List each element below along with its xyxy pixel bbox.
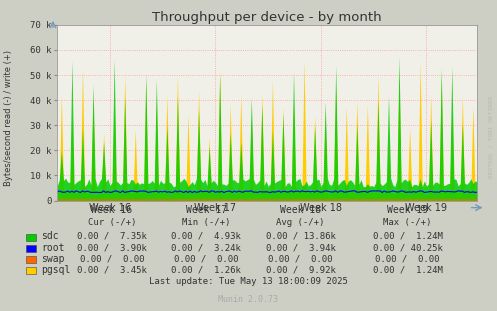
Text: 0.00 /  0.00: 0.00 / 0.00 [375, 254, 440, 263]
Text: 0.00 /  3.24k: 0.00 / 3.24k [171, 243, 241, 252]
Text: 0.00 /  1.24M: 0.00 / 1.24M [373, 232, 442, 241]
Text: 0.00 / 13.86k: 0.00 / 13.86k [266, 232, 335, 241]
Text: 0.00 /  0.00: 0.00 / 0.00 [80, 254, 144, 263]
Title: Throughput per device - by month: Throughput per device - by month [152, 11, 382, 24]
Text: Munin 2.0.73: Munin 2.0.73 [219, 295, 278, 304]
Text: Cur (-/+): Cur (-/+) [87, 218, 136, 227]
Text: 0.00 /  1.26k: 0.00 / 1.26k [171, 266, 241, 274]
Text: 0.00 /  4.93k: 0.00 / 4.93k [171, 232, 241, 241]
Text: 0.00 /  0.00: 0.00 / 0.00 [268, 254, 333, 263]
Text: 0.00 /  0.00: 0.00 / 0.00 [174, 254, 239, 263]
Text: Week 17: Week 17 [186, 205, 227, 215]
Text: RRDTOOL / TOBI OETIKER: RRDTOOL / TOBI OETIKER [489, 95, 494, 178]
Text: root: root [41, 243, 64, 253]
Text: Bytes/second read (-) / write (+): Bytes/second read (-) / write (+) [4, 50, 13, 186]
Text: pgsql: pgsql [41, 265, 70, 275]
Text: Min (-/+): Min (-/+) [182, 218, 231, 227]
Text: 0.00 /  3.45k: 0.00 / 3.45k [77, 266, 147, 274]
Text: Last update: Tue May 13 18:00:09 2025: Last update: Tue May 13 18:00:09 2025 [149, 276, 348, 285]
Text: 0.00 /  1.24M: 0.00 / 1.24M [373, 266, 442, 274]
Text: 0.00 /  7.35k: 0.00 / 7.35k [77, 232, 147, 241]
Text: Week 16: Week 16 [91, 205, 132, 215]
Text: 0.00 / 40.25k: 0.00 / 40.25k [373, 243, 442, 252]
Text: 0.00 /  3.90k: 0.00 / 3.90k [77, 243, 147, 252]
Text: Week 19: Week 19 [387, 205, 428, 215]
Text: Week 18: Week 18 [280, 205, 321, 215]
Text: Max (-/+): Max (-/+) [383, 218, 432, 227]
Text: sdc: sdc [41, 231, 58, 241]
Text: 0.00 /  9.92k: 0.00 / 9.92k [266, 266, 335, 274]
Text: swap: swap [41, 254, 64, 264]
Text: 0.00 /  3.94k: 0.00 / 3.94k [266, 243, 335, 252]
Text: Avg (-/+): Avg (-/+) [276, 218, 325, 227]
